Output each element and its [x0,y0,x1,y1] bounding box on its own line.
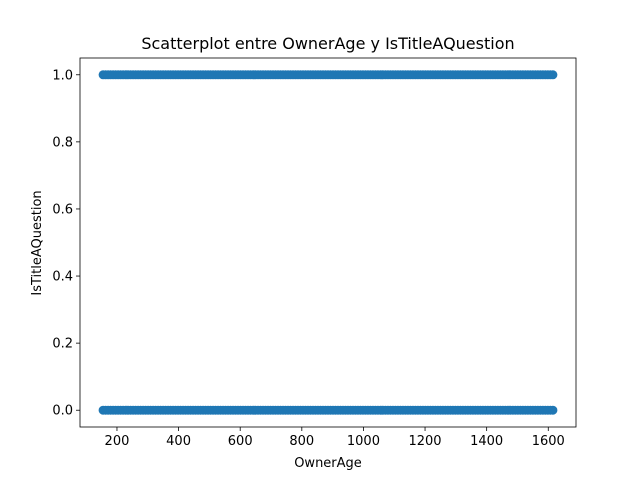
chart-title: Scatterplot entre OwnerAge y IsTitleAQue… [141,34,514,53]
x-tick-label: 200 [105,434,130,449]
y-tick-label: 0.2 [52,337,73,352]
y-tick-label: 0.8 [52,135,73,150]
x-tick-label: 1200 [408,434,441,449]
y-tick-label: 0.0 [52,404,73,419]
y-tick-label: 0.4 [52,270,73,285]
y-tick-label: 1.0 [52,68,73,83]
x-tick-label: 600 [228,434,253,449]
x-tick-label: 800 [289,434,314,449]
x-axis: 200 400 600 800 1000 1200 1400 1600 [105,427,565,449]
x-axis-label: OwnerAge [294,456,362,471]
scatter-point [548,405,558,415]
x-tick-label: 1600 [532,434,565,449]
x-tick-label: 1400 [470,434,503,449]
x-tick-label: 400 [166,434,191,449]
plot-frame [79,57,577,428]
scatter-point [548,70,558,80]
y-axis-label: IsTitleAQuestion [30,190,45,295]
y-tick-label: 0.6 [52,202,73,217]
points-layer [98,70,558,415]
x-tick-label: 1000 [347,434,380,449]
y-axis: 0.0 0.2 0.4 0.6 0.8 1.0 [52,68,80,419]
